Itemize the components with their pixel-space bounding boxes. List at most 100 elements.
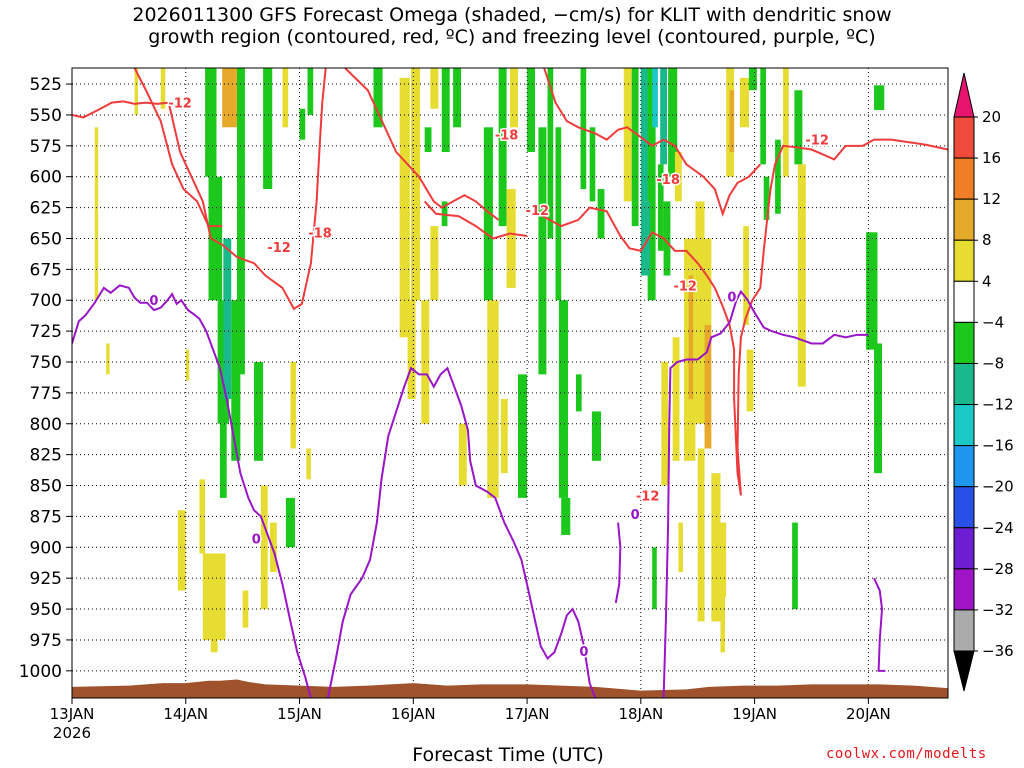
dgz-contour-label: -12 xyxy=(673,279,697,294)
omega-region xyxy=(407,300,416,400)
omega-region xyxy=(874,343,883,474)
y-tick-label: 725 xyxy=(30,322,62,342)
x-axis-label: Forecast Time (UTC) xyxy=(412,744,604,766)
omega-region xyxy=(202,553,226,640)
freezing-contour xyxy=(614,522,622,604)
omega-region xyxy=(134,68,138,115)
omega-region xyxy=(743,226,749,325)
omega-region xyxy=(430,68,439,109)
omega-region xyxy=(269,522,277,572)
omega-region xyxy=(561,497,571,535)
omega-region xyxy=(547,68,554,239)
omega-region xyxy=(866,232,878,350)
omega-region xyxy=(874,85,885,110)
omega-region xyxy=(106,343,110,375)
dgz-contour-label: -12 xyxy=(267,241,291,256)
omega-region xyxy=(307,68,314,115)
dgz-contour-label: -18 xyxy=(495,129,519,144)
colorbar-label: 4 xyxy=(982,272,992,290)
omega-region xyxy=(703,238,712,325)
colorbar-bin xyxy=(953,198,975,241)
credit-link[interactable]: coolwx.com/modelts xyxy=(826,746,987,762)
omega-region xyxy=(672,337,680,461)
colorbar-bin xyxy=(953,445,975,488)
omega-region xyxy=(373,68,383,128)
omega-region xyxy=(668,68,678,177)
omega-region xyxy=(775,139,781,214)
y-tick-label: 875 xyxy=(30,507,62,527)
y-tick-label: 775 xyxy=(30,384,62,404)
freezing-contour-label: 0 xyxy=(149,294,158,309)
omega-region xyxy=(236,68,245,375)
omega-region xyxy=(640,68,649,202)
plot-frame xyxy=(71,67,949,699)
dgz-contour-label: -12 xyxy=(636,489,660,504)
y-tick-label: 850 xyxy=(30,477,62,497)
omega-region xyxy=(217,300,229,424)
omega-region xyxy=(558,300,569,498)
x-tick-label: 13JAN xyxy=(50,705,95,723)
omega-region xyxy=(205,68,217,177)
freezing-contour xyxy=(72,284,312,698)
colorbar-bin xyxy=(953,362,975,406)
dgz-contour--12 xyxy=(423,200,528,240)
y-tick-label: 625 xyxy=(30,199,62,219)
omega-region xyxy=(254,362,264,461)
colorbar-label: −24 xyxy=(982,519,1014,537)
omega-region xyxy=(729,90,735,152)
colorbar-label: −20 xyxy=(982,478,1014,496)
colorbar: 20 16 12 8 4 −4 −8 −12 −16 −20 −24 −28 −32 −36 xyxy=(953,72,1014,692)
omega-region xyxy=(711,473,721,622)
omega-region xyxy=(487,300,499,498)
y-tick-label: 800 xyxy=(30,415,62,435)
colorbar-label: 16 xyxy=(982,149,1001,167)
omega-region xyxy=(458,423,467,486)
x-tick-label: 16JAN xyxy=(391,705,436,723)
omega-region xyxy=(760,68,766,165)
omega-region xyxy=(591,411,602,461)
freezing-contour xyxy=(662,289,869,698)
omega-region xyxy=(538,127,547,375)
colorbar-label: 20 xyxy=(982,108,1001,126)
colorbar-label: −32 xyxy=(982,601,1014,619)
omega-region xyxy=(421,300,430,424)
omega-region xyxy=(527,68,536,152)
dgz-contour--12 xyxy=(72,68,327,311)
colorbar-label: −28 xyxy=(982,560,1014,578)
chart-title: 2026011300 GFS Forecast Omega (shaded, −… xyxy=(0,4,1024,48)
colorbar-bin xyxy=(953,157,975,200)
omega-region xyxy=(160,68,166,109)
omega-region xyxy=(411,68,421,301)
colorbar-bottom-arrow xyxy=(953,650,975,692)
x-tick-label: 20JAN xyxy=(846,705,891,723)
omega-region xyxy=(210,621,218,653)
omega-region xyxy=(263,68,273,190)
omega-region xyxy=(674,152,682,202)
y-tick-label: 825 xyxy=(30,446,62,466)
omega-region xyxy=(652,547,657,610)
omega-region xyxy=(720,584,726,653)
colorbar-bin xyxy=(953,239,975,282)
colorbar-bin xyxy=(953,486,975,529)
colorbar-label: −8 xyxy=(982,354,1004,372)
omega-region xyxy=(763,176,770,220)
omega-region xyxy=(430,226,439,301)
colorbar-label: −36 xyxy=(982,642,1014,660)
colorbar-label: −16 xyxy=(982,437,1014,455)
x-tick-label: 19JAN xyxy=(732,705,777,723)
omega-region xyxy=(652,68,658,128)
omega-region xyxy=(510,68,518,128)
omega-region xyxy=(647,68,656,301)
omega-region xyxy=(242,590,249,628)
y-tick-label: 950 xyxy=(30,600,62,620)
freezing-contour-label: 0 xyxy=(727,291,736,306)
colorbar-bin xyxy=(953,116,975,159)
omega-region xyxy=(222,68,237,128)
plot-area: -12 -12 -18 -18 -12 -18 -12 -12 -12 0 0 0 0 0 xyxy=(72,68,948,698)
title-line-1: 2026011300 GFS Forecast Omega (shaded, −… xyxy=(132,4,892,26)
y-tick-label: 700 xyxy=(30,291,62,311)
omega-region xyxy=(746,349,754,412)
x-year-label: 2026 xyxy=(53,724,91,742)
dgz-contour-label: -12 xyxy=(805,134,829,149)
